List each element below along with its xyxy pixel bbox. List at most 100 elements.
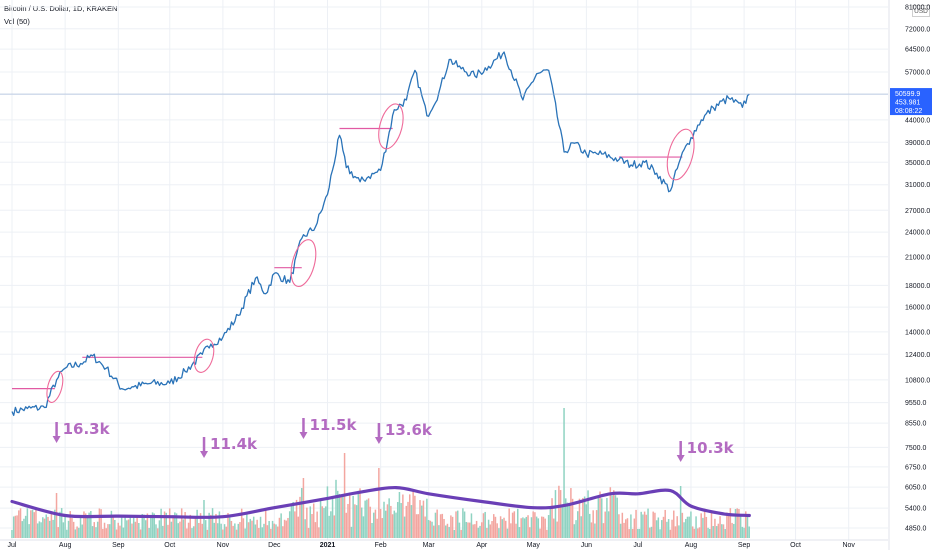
currency-button[interactable]: USD: [912, 5, 930, 17]
annotation-label: 11.5k: [309, 416, 357, 434]
volume-bar: [518, 527, 521, 538]
volume-bar: [79, 518, 82, 538]
volume-bar: [631, 528, 634, 538]
volume-bar: [558, 485, 560, 538]
volume-bar: [330, 511, 332, 538]
volume-bar: [340, 495, 342, 538]
volume-bar: [544, 518, 546, 538]
volume-bar: [138, 522, 140, 538]
volume-bar: [40, 522, 42, 538]
volume-bar: [426, 498, 428, 538]
volume-bar: [201, 523, 204, 538]
volume-bar: [328, 515, 330, 538]
volume-bar: [64, 514, 66, 538]
volume-bar: [451, 516, 454, 538]
volume-bar: [160, 508, 162, 538]
volume-bar: [489, 524, 492, 538]
volume-bar: [419, 500, 421, 538]
volume-bar: [336, 490, 339, 538]
volume-bar: [601, 498, 603, 538]
volume-bar: [273, 523, 276, 538]
volume-bar: [724, 529, 726, 538]
volume-bar: [583, 496, 586, 538]
volume-bar: [278, 517, 281, 538]
volume-bar: [676, 516, 678, 538]
volume-bar: [547, 515, 550, 538]
volume-bar: [444, 525, 447, 538]
volume-bar: [129, 516, 132, 538]
volume-bar: [294, 511, 296, 538]
volume-bar: [103, 522, 106, 538]
volume-bar: [191, 528, 193, 538]
volume-bar: [642, 514, 644, 538]
volume-bar: [386, 504, 389, 538]
volume-bar: [453, 529, 456, 538]
volume-bar: [150, 516, 152, 538]
volume-bar: [234, 523, 236, 538]
volume-bar: [549, 508, 552, 538]
volume-bar: [36, 523, 39, 538]
volume-bar: [613, 490, 615, 538]
volume-bar: [719, 516, 721, 538]
volume-bar: [355, 505, 358, 538]
volume-indicator-label: Vol (50): [4, 17, 30, 26]
volume-bar: [681, 512, 684, 538]
volume-bar: [523, 518, 526, 538]
y-tick-label: 14000.0: [905, 329, 930, 336]
y-tick-label: 31000.0: [905, 182, 930, 189]
last-price-volume: 453.981: [895, 100, 920, 107]
volume-bar: [48, 520, 51, 538]
volume-bar: [733, 523, 735, 538]
x-axis: Jul Aug Sep Oct Nov Dec 2021 Feb Mar Apr May Jun Jul…: [0, 539, 888, 549]
volume-bar: [432, 525, 435, 538]
volume-bar: [630, 514, 632, 538]
volume-bar: [592, 510, 594, 538]
y-tick-label: 21000.0: [905, 254, 930, 261]
volume-bar: [618, 514, 620, 538]
x-tick-label: Nov: [842, 542, 855, 549]
y-tick-label: 18000.0: [905, 283, 930, 290]
volume-bar: [117, 522, 120, 538]
volume-bar: [127, 519, 130, 538]
volume-annotations: 16.3k 11.4k 11.5k 13.6k 10.3k: [52, 416, 735, 462]
y-tick-label: 9550.0: [905, 400, 927, 407]
volume-bar: [290, 504, 293, 538]
volume-bar: [381, 518, 384, 538]
volume-bar: [443, 518, 445, 538]
volume-bar: [467, 522, 469, 538]
volume-bar: [227, 513, 229, 538]
volume-bar: [654, 512, 656, 538]
volume-bar: [465, 521, 468, 538]
volume-bar: [501, 519, 504, 538]
x-tick-label: Jun: [581, 542, 592, 549]
volume-bar: [597, 497, 600, 538]
volume-bar: [460, 529, 462, 538]
volume-bar: [709, 528, 711, 538]
volume-bar: [458, 522, 461, 538]
volume-bar: [686, 516, 689, 538]
volume-bar: [491, 521, 493, 538]
volume-bar: [566, 502, 569, 538]
volume-bar: [338, 493, 341, 538]
volume-bar: [748, 526, 750, 538]
volume-bar: [534, 512, 536, 538]
volume-bar: [496, 523, 498, 538]
volume-bar: [559, 490, 562, 538]
x-tick-label: Nov: [217, 542, 230, 549]
volume-bar: [727, 514, 730, 538]
volume-bar: [199, 513, 202, 538]
y-tick-label: 64500.0: [905, 47, 930, 54]
volume-bar: [628, 529, 630, 538]
volume-bar: [499, 516, 502, 538]
volume-bar: [714, 518, 716, 538]
volume-bar: [194, 518, 197, 538]
volume-bar: [374, 509, 377, 538]
volume-bar: [468, 522, 471, 538]
volume-bar: [626, 518, 629, 538]
volume-bar: [316, 511, 318, 538]
volume-bar: [318, 527, 320, 538]
volume-bar: [410, 505, 413, 538]
volume-bar: [362, 516, 365, 538]
volume-bar: [96, 521, 99, 538]
